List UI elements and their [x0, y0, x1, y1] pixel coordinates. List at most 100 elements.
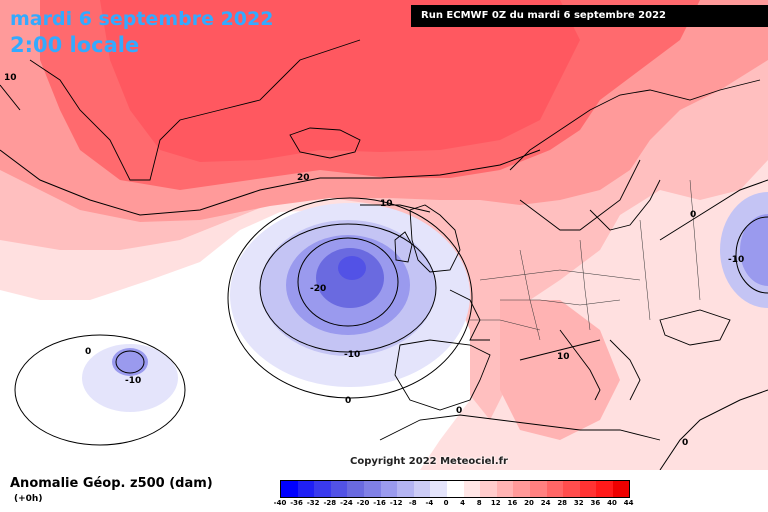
- italy: [559, 329, 601, 401]
- contour-neg20-main-low: [297, 237, 399, 327]
- east-low-inner: [740, 214, 768, 286]
- legend-swatch: [546, 481, 564, 497]
- legend-tick-label: -16: [373, 499, 386, 507]
- legend-tick-label: -40: [273, 499, 287, 507]
- legend-tick-label: -24: [340, 499, 353, 507]
- contour-label-10-east: 10: [557, 352, 570, 362]
- legend-swatch: [513, 481, 530, 497]
- legend-tick-label: 32: [573, 499, 584, 507]
- legend-tick-label: 36: [590, 499, 601, 507]
- border-6: [689, 179, 701, 301]
- iberia: [394, 339, 491, 411]
- legend-swatch: [413, 481, 431, 497]
- contour-0-main-low: [227, 197, 473, 399]
- contour-label-neg10-east: -10: [728, 255, 744, 265]
- contour-label-0-east: 0: [690, 210, 696, 220]
- contour-10-east: [519, 339, 601, 361]
- contour-label-0-southeast: 0: [682, 438, 688, 448]
- field-name-label: Anomalie Géop. z500 (dam): [10, 476, 213, 491]
- legend-tick-label: 20: [524, 499, 534, 507]
- contour-neg10-main-low: [259, 223, 437, 353]
- contour-0-east: [659, 179, 768, 241]
- legend-tick-label: 28: [557, 499, 568, 507]
- map-title-date: mardi 6 septembre 2022: [10, 8, 274, 30]
- greenland-coast: [29, 39, 361, 181]
- legend-tick-label: 8: [476, 499, 482, 507]
- legend-swatch: [297, 481, 315, 497]
- legend-swatch: [281, 481, 298, 497]
- map-title-time: 2:00 locale: [10, 33, 140, 57]
- legend-swatch: [596, 481, 613, 497]
- border-1: [479, 269, 641, 281]
- contour-neg10-west-low: [115, 350, 145, 374]
- ireland: [394, 231, 413, 263]
- contour-label-0-main: 0: [345, 396, 351, 406]
- west-atlantic-low-outer: [82, 344, 178, 412]
- legend-swatch: [480, 481, 497, 497]
- north-africa: [379, 414, 661, 441]
- legend-tick-label: 44: [623, 499, 634, 507]
- contour-label-neg10-main: -10: [344, 350, 360, 360]
- contour-label-neg10-west: -10: [125, 376, 141, 386]
- iceland-coast: [289, 127, 361, 159]
- legend-swatch: [579, 481, 597, 497]
- lead-time-label: (+0h): [14, 494, 43, 504]
- legend-tick-label: -28: [323, 499, 337, 507]
- negative-anomaly-center: [338, 256, 366, 280]
- color-scale-bar: [280, 480, 631, 498]
- legend-tick-label: -20: [356, 499, 370, 507]
- border-3: [519, 249, 541, 341]
- positive-anomaly-core: [100, 0, 580, 162]
- contour-label-neg20: -20: [310, 284, 326, 294]
- legend-swatch: [363, 481, 381, 497]
- norway-south: [519, 159, 641, 231]
- legend-tick-label: 16: [507, 499, 518, 507]
- contour-10-mid: [360, 204, 431, 213]
- legend-tick-label: 4: [460, 499, 466, 507]
- positive-anomaly-southeast: [500, 300, 620, 440]
- legend-swatch: [529, 481, 547, 497]
- greece-balkans: [609, 339, 641, 401]
- contour-0-west-low: [14, 334, 186, 446]
- legend-swatch: [563, 481, 580, 497]
- copyright-text: Copyright 2022 Meteociel.fr: [350, 456, 508, 467]
- legend-swatch: [330, 481, 348, 497]
- legend-swatch: [314, 481, 331, 497]
- legend-swatch: [496, 481, 514, 497]
- border-2: [500, 299, 621, 306]
- contour-20: [0, 149, 541, 216]
- country-borders: [470, 179, 701, 341]
- legend-tick-label: -32: [306, 499, 320, 507]
- contour-label-10-mid: 10: [380, 199, 393, 209]
- legend-swatch: [446, 481, 464, 497]
- british-isles: [409, 204, 461, 273]
- legend-swatch: [612, 481, 630, 497]
- border-5: [639, 219, 651, 321]
- baltic: [589, 179, 661, 231]
- color-scale-ticks: -40 -36 -32 -28 -24 -20 -16 -12 -8 -4 0 4 8 12 16 20 24 2…: [274, 499, 634, 511]
- legend-tick-label: 0: [443, 499, 449, 507]
- legend-swatch: [380, 481, 398, 497]
- legend-tick-label: -4: [425, 499, 434, 507]
- legend-swatch: [397, 481, 414, 497]
- contour-10-north: [0, 84, 21, 111]
- legend-tick-label: -36: [290, 499, 303, 507]
- legend-tick-label: -8: [408, 499, 417, 507]
- contour-0-southeast: [659, 389, 768, 471]
- contour-lines: [0, 84, 768, 471]
- legend-tick-label: 12: [490, 499, 501, 507]
- border-4: [579, 239, 591, 331]
- west-atlantic-low-inner: [112, 348, 148, 376]
- black-sea: [659, 309, 731, 346]
- legend-swatch: [347, 481, 364, 497]
- legend-tick-label: 40: [607, 499, 617, 507]
- legend-tick-label: -12: [389, 499, 403, 507]
- contour-label-10-north: 10: [4, 73, 17, 83]
- model-run-banner: Run ECMWF 0Z du mardi 6 septembre 2022: [411, 5, 768, 27]
- border-7: [470, 319, 541, 331]
- scandinavia-coast: [509, 79, 761, 171]
- legend-swatch: [463, 481, 481, 497]
- legend-swatch: [430, 481, 447, 497]
